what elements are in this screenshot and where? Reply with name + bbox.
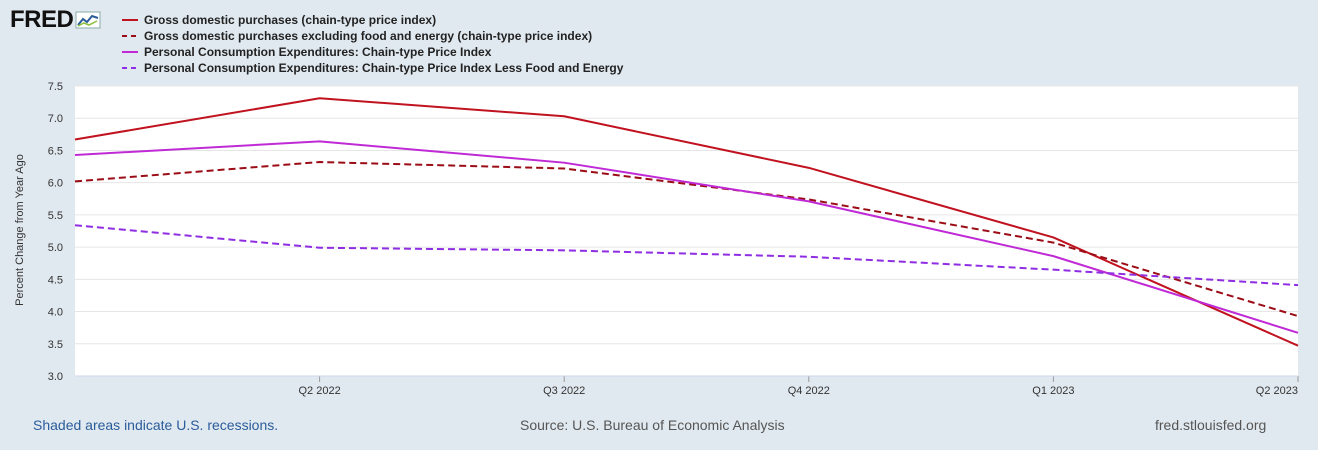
x-tick-label: Q2 2023 [1256,385,1298,397]
y-tick-label: 3.5 [48,339,63,351]
y-tick-label: 5.5 [48,210,63,222]
x-tick-label: Q4 2022 [788,385,830,397]
y-tick-label: 4.0 [48,307,63,319]
legend-item[interactable]: Personal Consumption Expenditures: Chain… [122,44,623,60]
legend-swatch [122,51,138,53]
legend-swatch [122,19,138,21]
legend-label: Personal Consumption Expenditures: Chain… [144,45,492,59]
line-chart: 3.0 3.5 4.0 4.5 5.0 5.5 6.0 6.5 7.0 7.5 Q2 2022 Q3 … [48,81,1299,397]
y-tick-label: 6.5 [48,145,63,157]
legend-item[interactable]: Gross domestic purchases excluding food … [122,28,623,44]
y-tick-label: 4.5 [48,274,63,286]
legend-label: Gross domestic purchases excluding food … [144,29,593,43]
y-tick-label: 5.0 [48,242,63,254]
legend-item[interactable]: Gross domestic purchases (chain-type pri… [122,12,623,28]
fred-logo[interactable]: FRED [10,8,101,32]
legend-item[interactable]: Personal Consumption Expenditures: Chain… [122,60,623,76]
y-tick-label: 7.5 [48,81,63,93]
legend-swatch [122,35,138,37]
series-line-4 [74,224,1299,287]
site-link[interactable]: fred.stlouisfed.org [1155,417,1267,433]
fred-logo-text: FRED [10,6,74,33]
x-tick-label: Q1 2023 [1032,385,1074,397]
x-tick-label: Q3 2022 [543,385,585,397]
x-tick-label: Q2 2022 [298,385,340,397]
y-tick-label: 6.0 [48,178,63,190]
plot-area [75,86,1298,376]
legend-swatch [122,67,138,69]
chart-logo-icon [75,11,101,29]
chart-legend: Gross domestic purchases (chain-type pri… [122,12,623,76]
y-tick-label: 3.0 [48,371,63,383]
series-line-3 [74,140,1299,334]
y-tick-label: 7.0 [48,113,63,125]
legend-label: Personal Consumption Expenditures: Chain… [144,61,624,75]
legend-label: Gross domestic purchases (chain-type pri… [144,13,437,27]
source-note: Source: U.S. Bureau of Economic Analysis [520,417,785,433]
series-line-2 [74,161,1299,318]
recessions-note: Shaded areas indicate U.S. recessions. [33,417,279,433]
